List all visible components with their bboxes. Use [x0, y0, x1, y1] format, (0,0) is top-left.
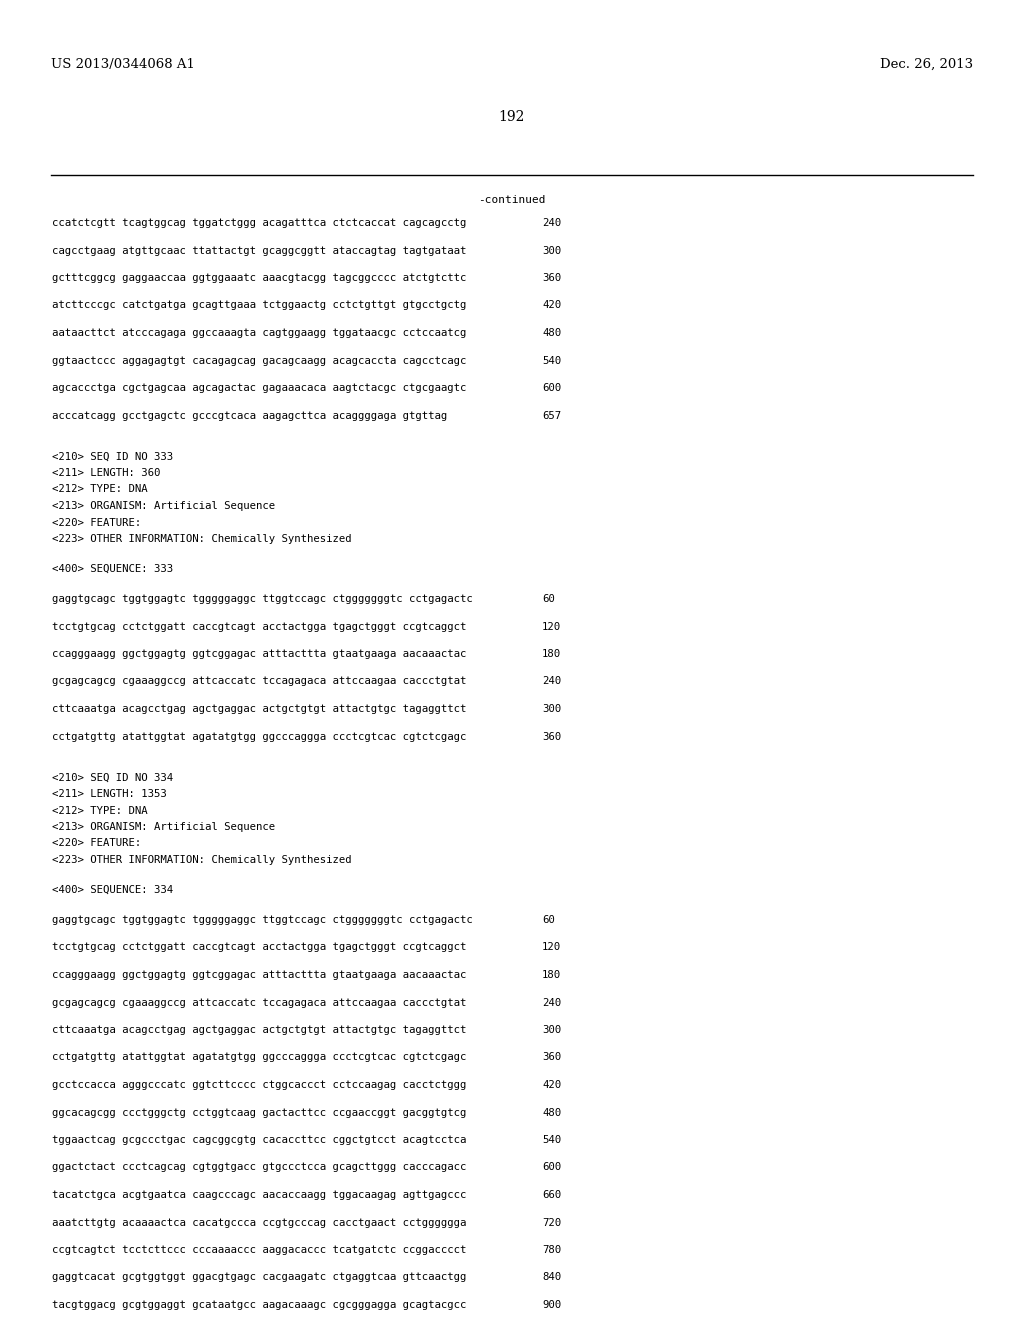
- Text: 192: 192: [499, 110, 525, 124]
- Text: ggactctact ccctcagcag cgtggtgacc gtgccctcca gcagcttggg cacccagacc: ggactctact ccctcagcag cgtggtgacc gtgccct…: [52, 1163, 466, 1172]
- Text: 360: 360: [542, 731, 561, 742]
- Text: cctgatgttg atattggtat agatatgtgg ggcccaggga ccctcgtcac cgtctcgagc: cctgatgttg atattggtat agatatgtgg ggcccag…: [52, 1052, 466, 1063]
- Text: 900: 900: [542, 1300, 561, 1309]
- Text: ccatctcgtt tcagtggcag tggatctggg acagatttca ctctcaccat cagcagcctg: ccatctcgtt tcagtggcag tggatctggg acagatt…: [52, 218, 466, 228]
- Text: tcctgtgcag cctctggatt caccgtcagt acctactgga tgagctgggt ccgtcaggct: tcctgtgcag cctctggatt caccgtcagt acctact…: [52, 622, 466, 631]
- Text: gctttcggcg gaggaaccaa ggtggaaatc aaacgtacgg tagcggcccc atctgtcttc: gctttcggcg gaggaaccaa ggtggaaatc aaacgta…: [52, 273, 466, 282]
- Text: tcctgtgcag cctctggatt caccgtcagt acctactgga tgagctgggt ccgtcaggct: tcctgtgcag cctctggatt caccgtcagt acctact…: [52, 942, 466, 953]
- Text: ggtaactccc aggagagtgt cacagagcag gacagcaagg acagcaccta cagcctcagc: ggtaactccc aggagagtgt cacagagcag gacagca…: [52, 355, 466, 366]
- Text: cttcaaatga acagcctgag agctgaggac actgctgtgt attactgtgc tagaggttct: cttcaaatga acagcctgag agctgaggac actgctg…: [52, 704, 466, 714]
- Text: 240: 240: [542, 218, 561, 228]
- Text: <211> LENGTH: 1353: <211> LENGTH: 1353: [52, 789, 167, 799]
- Text: gaggtgcagc tggtggagtc tgggggaggc ttggtccagc ctgggggggtc cctgagactc: gaggtgcagc tggtggagtc tgggggaggc ttggtcc…: [52, 915, 473, 925]
- Text: <213> ORGANISM: Artificial Sequence: <213> ORGANISM: Artificial Sequence: [52, 502, 275, 511]
- Text: <210> SEQ ID NO 334: <210> SEQ ID NO 334: [52, 772, 173, 783]
- Text: 180: 180: [542, 970, 561, 979]
- Text: atcttcccgc catctgatga gcagttgaaa tctggaactg cctctgttgt gtgcctgctg: atcttcccgc catctgatga gcagttgaaa tctggaa…: [52, 301, 466, 310]
- Text: 60: 60: [542, 594, 555, 605]
- Text: ccagggaagg ggctggagtg ggtcggagac atttacttta gtaatgaaga aacaaactac: ccagggaagg ggctggagtg ggtcggagac atttact…: [52, 649, 466, 659]
- Text: <213> ORGANISM: Artificial Sequence: <213> ORGANISM: Artificial Sequence: [52, 822, 275, 832]
- Text: <223> OTHER INFORMATION: Chemically Synthesized: <223> OTHER INFORMATION: Chemically Synt…: [52, 535, 351, 544]
- Text: 300: 300: [542, 1026, 561, 1035]
- Text: 600: 600: [542, 383, 561, 393]
- Text: 300: 300: [542, 246, 561, 256]
- Text: gaggtcacat gcgtggtggt ggacgtgagc cacgaagatc ctgaggtcaa gttcaactgg: gaggtcacat gcgtggtggt ggacgtgagc cacgaag…: [52, 1272, 466, 1283]
- Text: 420: 420: [542, 301, 561, 310]
- Text: <212> TYPE: DNA: <212> TYPE: DNA: [52, 805, 147, 816]
- Text: -continued: -continued: [478, 195, 546, 205]
- Text: 600: 600: [542, 1163, 561, 1172]
- Text: <212> TYPE: DNA: <212> TYPE: DNA: [52, 484, 147, 495]
- Text: 720: 720: [542, 1217, 561, 1228]
- Text: <400> SEQUENCE: 334: <400> SEQUENCE: 334: [52, 884, 173, 895]
- Text: 360: 360: [542, 273, 561, 282]
- Text: tggaactcag gcgccctgac cagcggcgtg cacaccttcc cggctgtcct acagtcctca: tggaactcag gcgccctgac cagcggcgtg cacacct…: [52, 1135, 466, 1144]
- Text: 540: 540: [542, 355, 561, 366]
- Text: US 2013/0344068 A1: US 2013/0344068 A1: [51, 58, 196, 71]
- Text: gcctccacca agggcccatc ggtcttcccc ctggcaccct cctccaagag cacctctggg: gcctccacca agggcccatc ggtcttcccc ctggcac…: [52, 1080, 466, 1090]
- Text: ccagggaagg ggctggagtg ggtcggagac atttacttta gtaatgaaga aacaaactac: ccagggaagg ggctggagtg ggtcggagac atttact…: [52, 970, 466, 979]
- Text: 660: 660: [542, 1191, 561, 1200]
- Text: aaatcttgtg acaaaactca cacatgccca ccgtgcccag cacctgaact cctgggggga: aaatcttgtg acaaaactca cacatgccca ccgtgcc…: [52, 1217, 466, 1228]
- Text: cagcctgaag atgttgcaac ttattactgt gcaggcggtt ataccagtag tagtgataat: cagcctgaag atgttgcaac ttattactgt gcaggcg…: [52, 246, 466, 256]
- Text: cttcaaatga acagcctgag agctgaggac actgctgtgt attactgtgc tagaggttct: cttcaaatga acagcctgag agctgaggac actgctg…: [52, 1026, 466, 1035]
- Text: 540: 540: [542, 1135, 561, 1144]
- Text: <223> OTHER INFORMATION: Chemically Synthesized: <223> OTHER INFORMATION: Chemically Synt…: [52, 855, 351, 865]
- Text: 480: 480: [542, 1107, 561, 1118]
- Text: 780: 780: [542, 1245, 561, 1255]
- Text: gcgagcagcg cgaaaggccg attcaccatc tccagagaca attccaagaa caccctgtat: gcgagcagcg cgaaaggccg attcaccatc tccagag…: [52, 676, 466, 686]
- Text: 240: 240: [542, 676, 561, 686]
- Text: Dec. 26, 2013: Dec. 26, 2013: [880, 58, 973, 71]
- Text: 657: 657: [542, 411, 561, 421]
- Text: gcgagcagcg cgaaaggccg attcaccatc tccagagaca attccaagaa caccctgtat: gcgagcagcg cgaaaggccg attcaccatc tccagag…: [52, 998, 466, 1007]
- Text: 60: 60: [542, 915, 555, 925]
- Text: 180: 180: [542, 649, 561, 659]
- Text: tacgtggacg gcgtggaggt gcataatgcc aagacaaagc cgcgggagga gcagtacgcc: tacgtggacg gcgtggaggt gcataatgcc aagacaa…: [52, 1300, 466, 1309]
- Text: gaggtgcagc tggtggagtc tgggggaggc ttggtccagc ctgggggggtc cctgagactc: gaggtgcagc tggtggagtc tgggggaggc ttggtcc…: [52, 594, 473, 605]
- Text: 120: 120: [542, 622, 561, 631]
- Text: ccgtcagtct tcctcttccc cccaaaaccc aaggacaccc tcatgatctc ccggacccct: ccgtcagtct tcctcttccc cccaaaaccc aaggaca…: [52, 1245, 466, 1255]
- Text: 840: 840: [542, 1272, 561, 1283]
- Text: acccatcagg gcctgagctc gcccgtcaca aagagcttca acaggggaga gtgttag: acccatcagg gcctgagctc gcccgtcaca aagagct…: [52, 411, 447, 421]
- Text: <210> SEQ ID NO 333: <210> SEQ ID NO 333: [52, 451, 173, 462]
- Text: agcaccctga cgctgagcaa agcagactac gagaaacaca aagtctacgc ctgcgaagtc: agcaccctga cgctgagcaa agcagactac gagaaac…: [52, 383, 466, 393]
- Text: <400> SEQUENCE: 333: <400> SEQUENCE: 333: [52, 564, 173, 574]
- Text: 120: 120: [542, 942, 561, 953]
- Text: 300: 300: [542, 704, 561, 714]
- Text: <220> FEATURE:: <220> FEATURE:: [52, 838, 141, 849]
- Text: tacatctgca acgtgaatca caagcccagc aacaccaagg tggacaagag agttgagccc: tacatctgca acgtgaatca caagcccagc aacacca…: [52, 1191, 466, 1200]
- Text: 240: 240: [542, 998, 561, 1007]
- Text: 480: 480: [542, 327, 561, 338]
- Text: aataacttct atcccagaga ggccaaagta cagtggaagg tggataacgc cctccaatcg: aataacttct atcccagaga ggccaaagta cagtgga…: [52, 327, 466, 338]
- Text: <211> LENGTH: 360: <211> LENGTH: 360: [52, 469, 161, 478]
- Text: ggcacagcgg ccctgggctg cctggtcaag gactacttcc ccgaaccggt gacggtgtcg: ggcacagcgg ccctgggctg cctggtcaag gactact…: [52, 1107, 466, 1118]
- Text: cctgatgttg atattggtat agatatgtgg ggcccaggga ccctcgtcac cgtctcgagc: cctgatgttg atattggtat agatatgtgg ggcccag…: [52, 731, 466, 742]
- Text: 420: 420: [542, 1080, 561, 1090]
- Text: 360: 360: [542, 1052, 561, 1063]
- Text: <220> FEATURE:: <220> FEATURE:: [52, 517, 141, 528]
